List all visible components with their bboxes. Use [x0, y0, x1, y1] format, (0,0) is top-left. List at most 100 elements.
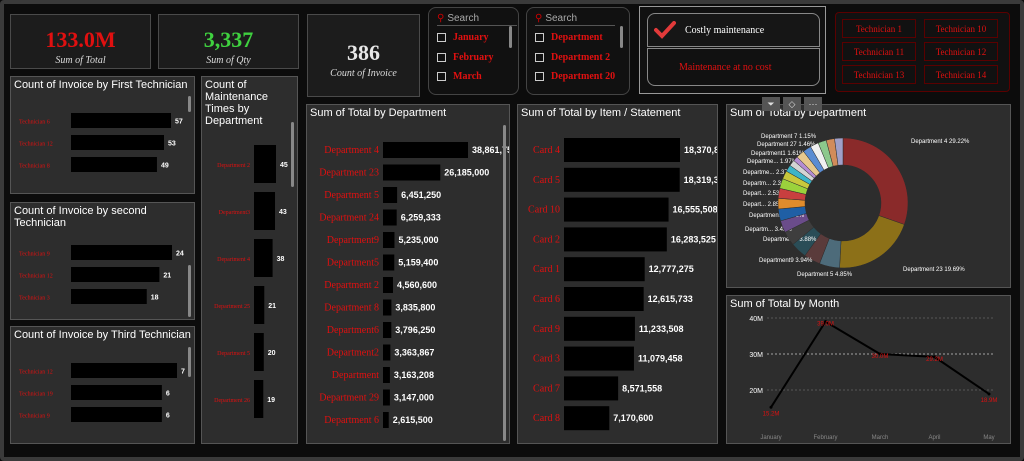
bar[interactable]	[383, 389, 390, 406]
bar[interactable]	[254, 286, 265, 324]
filter-icon[interactable]: ⏷	[762, 97, 780, 111]
bar[interactable]	[564, 138, 680, 162]
slicer-item-march[interactable]: March	[437, 71, 482, 82]
slicer-item-department-20[interactable]: Department 20	[535, 71, 615, 82]
bar[interactable]	[564, 257, 645, 282]
category-label: Department9	[327, 235, 379, 246]
bar[interactable]	[564, 316, 635, 341]
slicer-item-department[interactable]: Department	[535, 32, 603, 43]
bar[interactable]	[383, 164, 441, 181]
checkbox-icon[interactable]	[437, 53, 446, 62]
bar[interactable]	[564, 167, 680, 192]
bar[interactable]	[254, 239, 273, 277]
category-label: Department6	[327, 325, 379, 336]
tech-cell[interactable]: Technician 1	[842, 19, 916, 38]
eraser-icon[interactable]: ◇	[783, 97, 801, 111]
tech-cell[interactable]: Technician 12	[924, 42, 998, 61]
department-search-input[interactable]: ⚲ Search	[535, 13, 615, 26]
bar[interactable]	[71, 385, 162, 400]
slicer-item-january[interactable]: January	[437, 32, 489, 43]
checkbox-icon[interactable]	[437, 72, 446, 81]
bar[interactable]	[564, 197, 669, 222]
data-label: 53	[168, 141, 176, 148]
bar[interactable]	[383, 232, 395, 248]
bar[interactable]	[383, 299, 392, 316]
data-point[interactable]	[933, 355, 936, 359]
data-label: 12,777,275	[649, 264, 694, 274]
data-label: 21	[268, 303, 276, 310]
checkbox-icon[interactable]	[535, 53, 544, 62]
data-point[interactable]	[769, 405, 773, 409]
checkbox-icon[interactable]	[535, 72, 544, 81]
bar[interactable]	[71, 245, 172, 260]
x-tick-label: January	[760, 435, 781, 441]
scrollbar[interactable]	[188, 96, 191, 112]
tech-cell[interactable]: Technician 14	[924, 65, 998, 84]
bar[interactable]	[71, 135, 164, 150]
tech-cell[interactable]: Technician 10	[924, 19, 998, 38]
bar[interactable]	[71, 267, 160, 282]
bar[interactable]	[564, 406, 610, 431]
tech-cell[interactable]: Technician 11	[842, 42, 916, 61]
bar[interactable]	[71, 363, 177, 378]
bar[interactable]	[564, 287, 644, 311]
chart-svg: Department 2 45 Department3 43 Department 4 3…	[214, 145, 288, 418]
maintenance-by-department-chart: Count of Maintenance Times by Department…	[201, 76, 298, 444]
slicer-item-department-2[interactable]: Department 2	[535, 52, 610, 63]
bar[interactable]	[71, 289, 147, 304]
bar[interactable]	[71, 407, 162, 422]
scrollbar[interactable]	[620, 26, 623, 48]
data-label: 7	[181, 369, 185, 376]
tech-cell[interactable]: Technician 13	[842, 65, 916, 84]
bar[interactable]	[71, 113, 171, 128]
checkmark-icon	[654, 21, 676, 39]
bar[interactable]	[383, 412, 389, 428]
bar[interactable]	[383, 209, 397, 226]
month-slicer: ⚲ Search January February March	[428, 7, 519, 95]
bar[interactable]	[564, 376, 619, 401]
data-point[interactable]	[987, 392, 991, 396]
bar[interactable]	[254, 333, 264, 371]
scrollbar[interactable]	[188, 265, 191, 317]
bar[interactable]	[383, 254, 395, 271]
more-options-icon[interactable]: ⋯	[804, 97, 822, 111]
category-label: Card 7	[533, 383, 560, 394]
bar[interactable]	[254, 192, 276, 230]
category-label: Technician 19	[19, 392, 53, 398]
slice-label: Departme... 2.37%	[743, 170, 794, 176]
slicer-item-february[interactable]: February	[437, 52, 494, 63]
slice-label: Department 27 1.46%	[757, 142, 816, 148]
bar[interactable]	[383, 367, 390, 383]
checkbox-icon[interactable]	[535, 33, 544, 42]
slicer-item-costly[interactable]: Costly maintenance	[647, 13, 820, 47]
bar[interactable]	[254, 380, 264, 418]
donut-slice[interactable]	[839, 215, 905, 269]
bar[interactable]	[564, 227, 667, 252]
bar[interactable]	[383, 344, 391, 361]
donut-slice[interactable]	[842, 137, 909, 225]
donut-slice[interactable]	[834, 137, 844, 166]
scrollbar[interactable]	[509, 26, 512, 48]
scrollbar[interactable]	[503, 125, 506, 441]
data-label: 2,615,500	[393, 415, 433, 425]
panel-title: Count of Invoice by Third Technician	[14, 329, 191, 341]
category-label: Card 4	[533, 145, 560, 156]
panel-title: Sum of Total by Department	[310, 107, 447, 119]
data-point[interactable]	[878, 352, 882, 356]
bar[interactable]	[383, 142, 468, 158]
bar[interactable]	[383, 187, 398, 203]
category-label: Technician 8	[19, 164, 50, 170]
data-point[interactable]	[824, 320, 827, 324]
series-line[interactable]	[770, 320, 990, 408]
scrollbar[interactable]	[291, 122, 294, 187]
bar[interactable]	[564, 346, 634, 371]
checkbox-icon[interactable]	[437, 33, 446, 42]
scrollbar[interactable]	[188, 347, 191, 377]
slice-label: Department 4 29.22%	[911, 139, 970, 145]
bar[interactable]	[383, 277, 393, 293]
slicer-item-no-cost[interactable]: Maintenance at no cost	[647, 48, 820, 86]
bar[interactable]	[254, 145, 276, 183]
bar[interactable]	[71, 157, 157, 172]
bar[interactable]	[383, 322, 392, 338]
month-search-input[interactable]: ⚲ Search	[437, 13, 517, 26]
